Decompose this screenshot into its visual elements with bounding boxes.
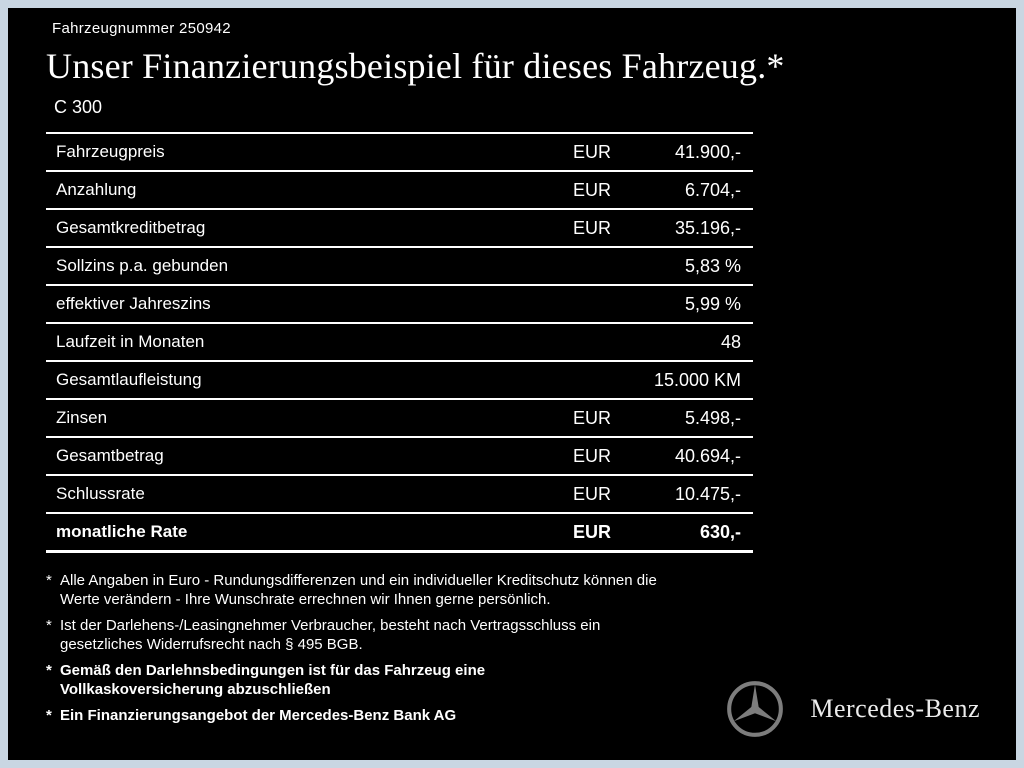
brand-name: Mercedes-Benz [810, 694, 980, 723]
footnote-text: Ist der Darlehens-/Leasingnehmer Verbrau… [60, 617, 601, 653]
row-value: 48 [720, 331, 741, 352]
row-currency: EUR [572, 141, 611, 162]
table-row: Anzahlung EUR 6.704,- [46, 170, 753, 208]
brand-area: Mercedes-Benz [726, 680, 980, 738]
model-name: C 300 [54, 97, 103, 117]
page-title: Unser Finanzierungsbeispiel für dieses F… [46, 46, 785, 86]
row-label: Laufzeit in Monaten [56, 332, 205, 351]
mercedes-star-icon [726, 680, 784, 738]
footnote-marker: * [46, 662, 52, 679]
row-label: monatliche Rate [56, 522, 188, 541]
footnote: * Gemäß den Darlehnsbedingungen ist für d… [46, 661, 766, 699]
row-label: Gesamtbetrag [56, 446, 164, 465]
table-row: Zinsen EUR 5.498,- [46, 398, 753, 436]
footnote-marker: * [46, 617, 52, 634]
table-row: Fahrzeugpreis EUR 41.900,- [46, 132, 753, 170]
footnote-text: Gemäß den Darlehnsbedingungen ist für da… [60, 662, 486, 698]
vehicle-number: Fahrzeugnummer 250942 [52, 20, 231, 37]
table-row: Schlussrate EUR 10.475,- [46, 474, 753, 512]
row-currency: EUR [572, 407, 611, 428]
row-value: 35.196,- [674, 217, 741, 238]
row-value: 6.704,- [684, 179, 741, 200]
table-row: Gesamtkreditbetrag EUR 35.196,- [46, 208, 753, 246]
row-value: 5,99 % [684, 293, 741, 314]
table-row: Laufzeit in Monaten 48 [46, 322, 753, 360]
finance-table: Fahrzeugpreis EUR 41.900,- Anzahlung EUR 6.70… [46, 132, 753, 553]
footnotes: * Alle Angaben in Euro - Rundungsdifferen… [46, 571, 766, 725]
page-content: Fahrzeugnummer 250942 Unser Finanzierung… [8, 8, 1016, 760]
table-row: effektiver Jahreszins 5,99 % [46, 284, 753, 322]
row-label: Schlussrate [56, 484, 145, 503]
footnote-text: Ein Finanzierungsangebot der Mercedes-Be… [60, 707, 457, 724]
row-value: 5,83 % [684, 255, 741, 276]
row-value: 630,- [699, 521, 741, 542]
row-label: Gesamtlaufleistung [56, 370, 202, 389]
row-currency: EUR [572, 217, 611, 238]
row-label: Gesamtkreditbetrag [56, 218, 206, 237]
row-label: effektiver Jahreszins [56, 294, 211, 313]
row-label: Zinsen [56, 408, 108, 427]
row-value: 15.000 KM [653, 369, 741, 390]
table-row: Gesamtlaufleistung 15.000 KM [46, 360, 753, 398]
table-row: Sollzins p.a. gebunden 5,83 % [46, 246, 753, 284]
row-value: 40.694,- [674, 445, 741, 466]
footnote: * Alle Angaben in Euro - Rundungsdifferen… [46, 571, 766, 609]
row-currency: EUR [572, 521, 611, 542]
table-row: monatliche Rate EUR 630,- [46, 512, 753, 550]
table-row: Gesamtbetrag EUR 40.694,- [46, 436, 753, 474]
row-currency: EUR [572, 483, 611, 504]
footnote-text: Alle Angaben in Euro - Rundungsdifferenz… [60, 572, 657, 608]
footnote: * Ein Finanzierungsangebot der Mercedes-B… [46, 706, 766, 725]
row-currency: EUR [572, 445, 611, 466]
footnote: * Ist der Darlehens-/Leasingnehmer Verbra… [46, 616, 766, 654]
row-label: Fahrzeugpreis [56, 142, 165, 161]
row-value: 41.900,- [674, 141, 741, 162]
row-label: Anzahlung [56, 180, 137, 199]
row-value: 5.498,- [684, 407, 741, 428]
row-value: 10.475,- [674, 483, 741, 504]
row-currency: EUR [572, 179, 611, 200]
row-label: Sollzins p.a. gebunden [56, 256, 229, 275]
footnote-marker: * [46, 707, 52, 724]
footnote-marker: * [46, 572, 52, 589]
